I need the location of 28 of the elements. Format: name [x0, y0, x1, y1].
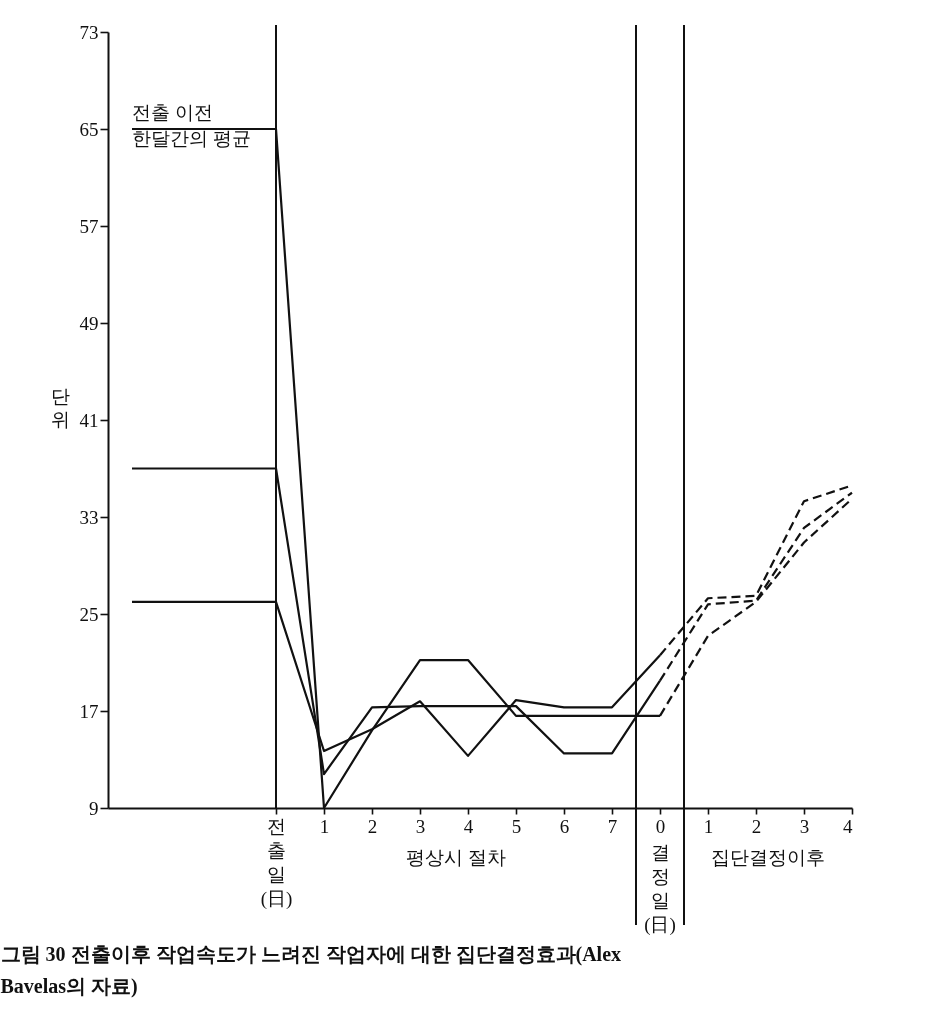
x-tick-label: 6: [559, 815, 570, 837]
y-tick-label: 73: [79, 21, 99, 43]
y-tick-label: 33: [79, 506, 99, 528]
x-tick-label: 3: [799, 815, 810, 837]
x-tick-label: 0: [655, 815, 666, 837]
y-tick-label: 17: [79, 700, 99, 722]
y-axis-title: 단위: [50, 386, 70, 430]
y-tick-label: 25: [79, 603, 99, 625]
x-tick-label: 4: [843, 815, 853, 837]
y-tick-label: 49: [79, 312, 99, 334]
y-tick-label: 57: [79, 215, 99, 237]
x-tick-label: 5: [511, 815, 522, 837]
text: 평상시 절차: [406, 847, 506, 868]
annotation: 전출 이전 한달간의 평균: [132, 102, 251, 149]
y-tick-label: 9: [89, 797, 99, 819]
y-tick-label: 41: [79, 409, 99, 431]
x-tick-label: 2: [367, 815, 378, 837]
y-tick-label: 65: [79, 118, 99, 140]
x-tick-label: 1: [319, 815, 330, 837]
text: 집단결정이후: [711, 847, 825, 868]
x-tick-label: 3: [415, 815, 426, 837]
x-tick-label: 전출일(日): [260, 815, 293, 910]
x-tick-label: 2: [751, 815, 762, 837]
text: 그림 30 전출이후 작업속도가 느려진 작업자에 대한 집단결정효과(Alex Bavelas의 자료): [0, 943, 622, 998]
x-tick-label: 4: [463, 815, 474, 837]
x-tick-label: 7: [607, 815, 618, 837]
band-label: 결정일(日): [644, 842, 676, 936]
x-tick-label: 1: [703, 815, 714, 837]
